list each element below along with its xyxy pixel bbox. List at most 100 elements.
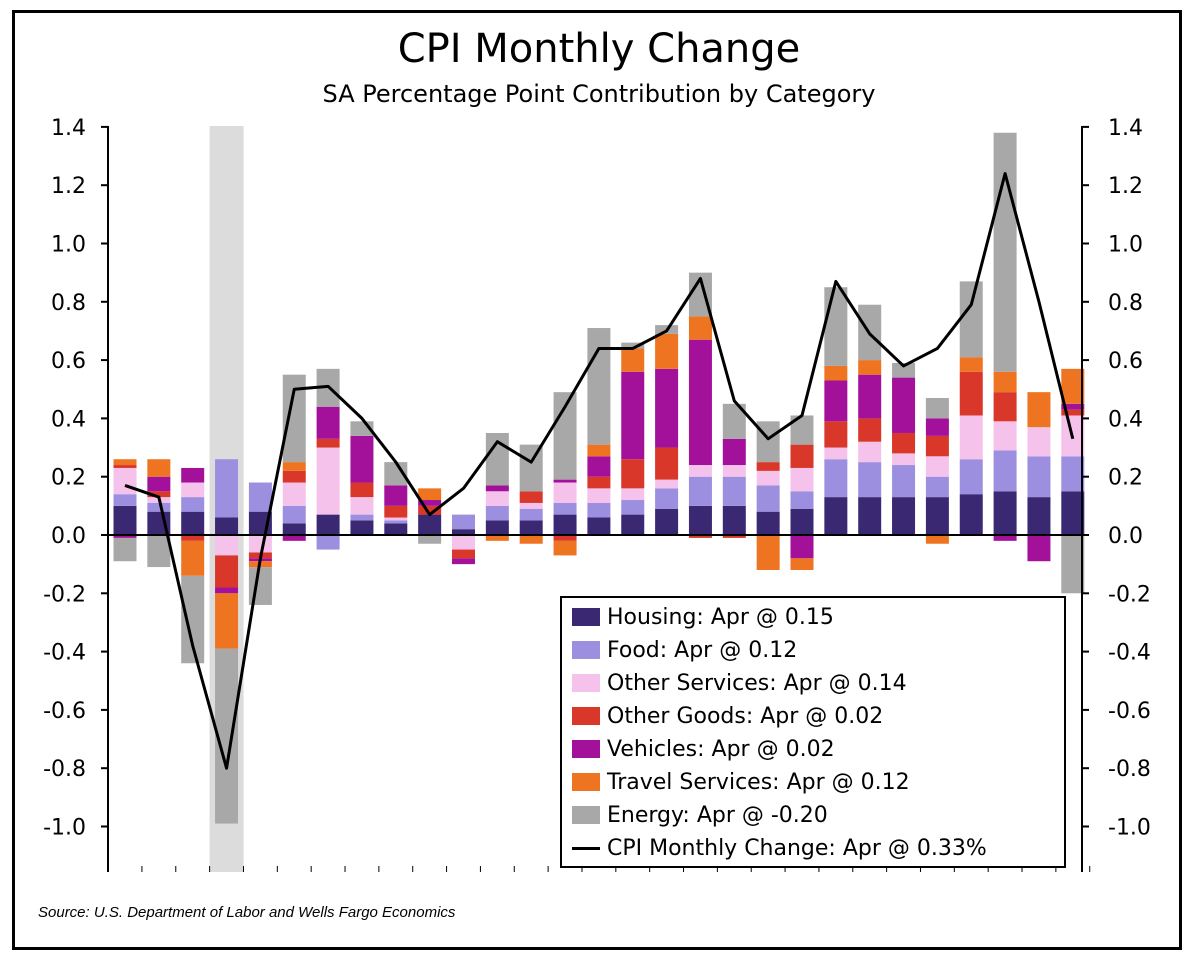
bar-travel-services bbox=[181, 540, 205, 576]
bar-other-services bbox=[621, 488, 645, 501]
bar-other-goods bbox=[418, 505, 442, 515]
bar-other-goods bbox=[824, 421, 848, 448]
bar-vehicles bbox=[553, 479, 577, 483]
bar-food bbox=[824, 459, 848, 498]
bar-vehicles bbox=[1027, 535, 1051, 562]
bar-other-services bbox=[688, 465, 712, 477]
y-tick-label-left: 0.8 bbox=[51, 291, 86, 316]
legend-swatch bbox=[572, 806, 600, 824]
bar-housing bbox=[858, 497, 882, 535]
bar-other-goods bbox=[350, 482, 374, 498]
bar-other-services bbox=[722, 465, 746, 477]
bar-energy bbox=[688, 272, 712, 317]
bar-housing bbox=[925, 497, 949, 535]
bar-travel-services bbox=[688, 316, 712, 340]
bar-travel-services bbox=[553, 540, 577, 556]
y-tick-label-right: 0.8 bbox=[1108, 291, 1143, 316]
bar-other-goods bbox=[452, 549, 475, 559]
bar-energy bbox=[215, 648, 239, 824]
bar-vehicles bbox=[993, 535, 1017, 541]
y-tick-label-left: 0.0 bbox=[51, 524, 86, 549]
legend-label: Other Goods: Apr @ 0.02 bbox=[607, 703, 884, 729]
chart-title: CPI Monthly Change bbox=[397, 26, 801, 72]
bar-other-goods bbox=[113, 465, 137, 468]
bar-energy bbox=[959, 281, 983, 358]
bar-travel-services bbox=[621, 348, 645, 372]
bar-other-goods bbox=[181, 535, 205, 541]
y-tick-label-left: -0.4 bbox=[43, 641, 86, 666]
bar-other-services bbox=[248, 535, 272, 553]
bar-travel-services bbox=[790, 558, 814, 570]
bar-travel-services bbox=[1061, 368, 1085, 404]
bar-energy bbox=[824, 287, 848, 366]
y-tick-label-right: 0.0 bbox=[1108, 524, 1143, 549]
y-tick-label-right: 0.6 bbox=[1108, 349, 1143, 374]
bar-housing bbox=[824, 497, 848, 535]
legend-swatch bbox=[572, 740, 600, 758]
bar-vehicles bbox=[587, 456, 611, 477]
bar-food bbox=[215, 459, 239, 518]
y-tick-label-right: 1.0 bbox=[1108, 233, 1143, 258]
bar-travel-services bbox=[858, 360, 882, 375]
bar-other-services bbox=[1027, 427, 1051, 457]
bar-travel-services bbox=[993, 371, 1017, 393]
source-note: Source: U.S. Department of Labor and Wel… bbox=[38, 904, 456, 921]
bar-food bbox=[621, 500, 645, 515]
bar-housing bbox=[1061, 491, 1085, 535]
bar-energy bbox=[621, 342, 645, 349]
bar-housing bbox=[756, 511, 780, 535]
bar-food bbox=[756, 485, 780, 512]
bar-other-goods bbox=[959, 371, 983, 416]
legend-swatch bbox=[572, 674, 600, 692]
y-tick-label-left: -1.0 bbox=[43, 816, 86, 841]
bar-vehicles bbox=[824, 380, 848, 422]
bar-housing bbox=[485, 520, 509, 535]
legend-label: Other Services: Apr @ 0.14 bbox=[607, 670, 907, 696]
bar-food bbox=[113, 494, 137, 506]
bar-housing bbox=[722, 505, 746, 535]
bar-energy bbox=[756, 421, 780, 463]
legend-label: CPI Monthly Change: Apr @ 0.33% bbox=[607, 835, 987, 861]
bar-other-goods bbox=[1061, 409, 1085, 416]
bar-energy bbox=[790, 415, 814, 445]
bar-food bbox=[1061, 456, 1085, 492]
bar-food bbox=[993, 450, 1017, 492]
bar-vehicles bbox=[452, 558, 475, 565]
axis-layer: 1.4 1.4 1.2 1.2 1.0 1.0 0.8 0.8 0.6 0.6 0.4 0.4 0.2 0… bbox=[43, 116, 1151, 872]
bar-other-services bbox=[790, 467, 814, 492]
chart-legend: Housing: Apr @ 0.15 Food: Apr @ 0.12 Other… bbox=[560, 596, 1066, 868]
bar-energy bbox=[181, 575, 205, 664]
bar-other-goods bbox=[655, 447, 679, 480]
bar-other-goods bbox=[688, 535, 712, 538]
cpi-line bbox=[124, 172, 1075, 770]
bar-other-services bbox=[384, 517, 408, 521]
bar-travel-services bbox=[147, 459, 171, 477]
bar-other-goods bbox=[993, 392, 1017, 422]
bar-other-services bbox=[113, 467, 137, 495]
bar-other-goods bbox=[858, 418, 882, 442]
bar-housing bbox=[959, 494, 983, 535]
bar-other-services bbox=[181, 482, 205, 498]
bar-housing bbox=[621, 514, 645, 535]
y-tick-label-right: 0.2 bbox=[1108, 466, 1143, 491]
bar-other-services bbox=[282, 482, 306, 506]
bar-food bbox=[350, 514, 374, 521]
y-tick-label-left: -0.8 bbox=[43, 757, 86, 782]
bar-housing bbox=[790, 508, 814, 535]
bar-other-services bbox=[655, 479, 679, 489]
bar-vehicles bbox=[655, 368, 679, 448]
bar-travel-services bbox=[959, 357, 983, 372]
bar-housing bbox=[655, 508, 679, 535]
legend-item: CPI Monthly Change: Apr @ 0.33% bbox=[572, 833, 987, 863]
bar-housing bbox=[282, 523, 306, 535]
chart-subtitle: SA Percentage Point Contribution by Cate… bbox=[322, 80, 876, 108]
bar-food bbox=[553, 502, 577, 515]
y-tick-label-left: -0.6 bbox=[43, 699, 86, 724]
bar-housing bbox=[1027, 497, 1051, 535]
bar-energy bbox=[147, 535, 171, 568]
bar-vehicles bbox=[316, 406, 340, 439]
y-tick-label-right: -0.2 bbox=[1108, 582, 1151, 607]
bar-other-services bbox=[959, 415, 983, 460]
bar-vehicles bbox=[147, 476, 171, 492]
bar-food bbox=[519, 508, 543, 521]
